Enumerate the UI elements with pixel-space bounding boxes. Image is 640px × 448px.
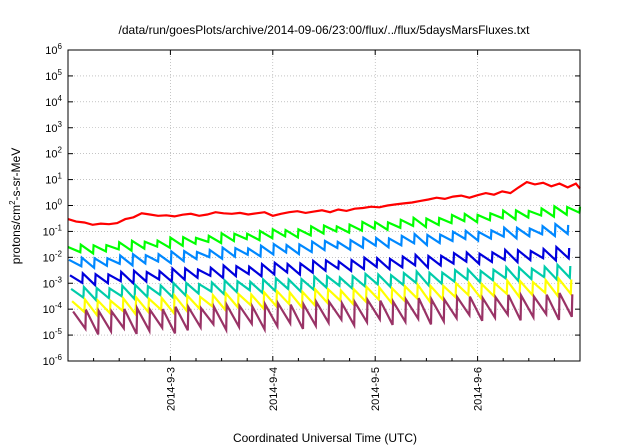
y-tick-label-exponent: -6 <box>55 353 63 362</box>
y-tick-label-exponent: -4 <box>55 301 63 310</box>
y-tick-label-base: 10 <box>43 330 55 342</box>
plot-frame <box>67 49 581 362</box>
y-tick-label: 103 <box>45 120 62 135</box>
series-layer <box>67 180 582 336</box>
y-tick-label: 10-6 <box>43 353 63 368</box>
y-tick-label-base: 10 <box>43 356 55 368</box>
y-tick-label-exponent: 4 <box>58 94 63 103</box>
y-tick-label: 10-1 <box>43 223 63 238</box>
series-line-3 <box>68 221 570 271</box>
y-tick-label-exponent: 1 <box>58 172 63 181</box>
y-tick-label-base: 10 <box>45 45 57 57</box>
y-tick-label-exponent: 2 <box>58 146 63 155</box>
y-tick-label-base: 10 <box>45 175 57 187</box>
x-tick-label: 2014-9-5 <box>370 367 382 411</box>
y-axis-label-base: protons/cm <box>9 205 23 264</box>
y-tick-label: 10-4 <box>43 301 63 316</box>
x-tick-label: 2014-9-6 <box>473 367 485 411</box>
x-tick-label: 2014-9-4 <box>268 367 280 411</box>
series-line-7 <box>72 291 574 336</box>
series-line-1 <box>67 180 581 226</box>
y-tick-label: 10-5 <box>43 327 63 342</box>
y-tick-label-exponent: 3 <box>58 120 63 129</box>
y-tick-label: 104 <box>45 94 62 109</box>
series-line-4 <box>69 244 571 288</box>
y-tick-label: 101 <box>45 172 62 187</box>
y-tick-label-base: 10 <box>43 304 55 316</box>
y-tick-label-base: 10 <box>45 149 57 161</box>
y-tick-label-exponent: -1 <box>55 223 63 232</box>
y-axis-label-rest: -s-sr-MeV <box>9 148 23 201</box>
series-line-5 <box>70 262 572 303</box>
y-tick-label-base: 10 <box>45 71 57 83</box>
y-axis-label: protons/cm2-s-sr-MeV <box>8 148 23 264</box>
y-tick-label: 10-3 <box>43 275 63 290</box>
series-line-6 <box>71 275 573 319</box>
series-line-2 <box>67 204 582 256</box>
x-axis-label: Coordinated Universal Time (UTC) <box>233 431 417 445</box>
y-tick-label: 106 <box>45 42 62 57</box>
y-tick-label-exponent: -3 <box>55 275 63 284</box>
x-tick-label: 2014-9-3 <box>165 367 177 411</box>
y-tick-label-base: 10 <box>43 226 55 238</box>
y-tick-label-exponent: 0 <box>58 198 63 207</box>
y-tick-label-exponent: -2 <box>55 249 63 258</box>
y-tick-label-exponent: -5 <box>55 327 63 336</box>
y-tick-label: 10-2 <box>43 249 63 264</box>
y-tick-label-base: 10 <box>43 278 55 290</box>
y-tick-label: 102 <box>45 146 62 161</box>
y-axis-label-sup: 2 <box>8 200 17 205</box>
y-tick-label: 100 <box>45 198 62 213</box>
y-tick-label-exponent: 5 <box>58 68 63 77</box>
y-tick-label-exponent: 6 <box>58 42 63 51</box>
chart-title: /data/run/goesPlots/archive/2014-09-06/2… <box>119 23 531 37</box>
y-tick-label-base: 10 <box>43 252 55 264</box>
y-tick-label-base: 10 <box>45 97 57 109</box>
y-tick-label-base: 10 <box>45 201 57 213</box>
y-tick-label: 105 <box>45 68 62 83</box>
axis-ticks: 10-610-510-410-310-210-11001011021031041… <box>43 42 580 411</box>
y-tick-label-base: 10 <box>45 123 57 135</box>
